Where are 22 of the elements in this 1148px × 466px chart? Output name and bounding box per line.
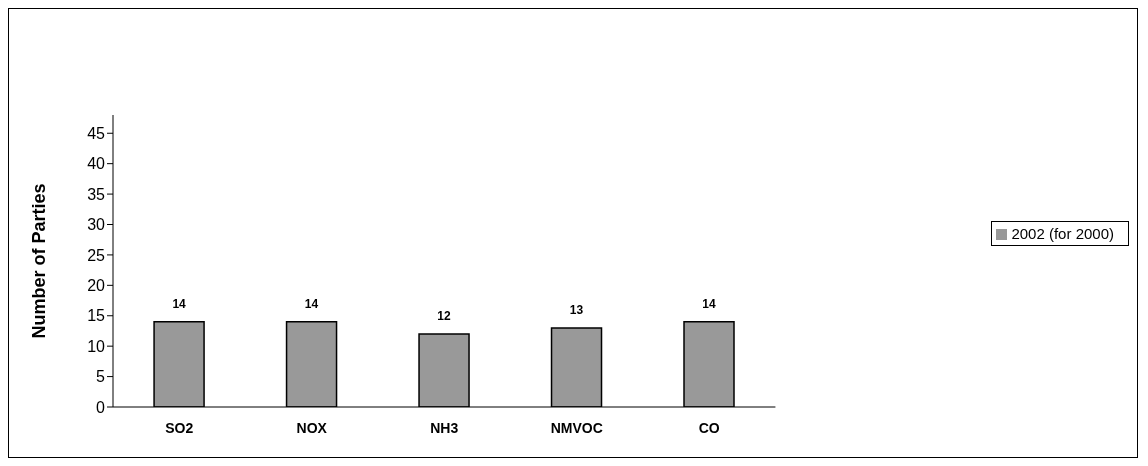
y-tick-label: 20 xyxy=(87,277,106,295)
y-tick-label: 25 xyxy=(87,246,106,264)
x-tick-label: NMVOC xyxy=(550,419,603,436)
y-tick-label: 30 xyxy=(87,216,106,234)
y-axis-title: Number of Parties xyxy=(29,183,50,339)
data-label: 14 xyxy=(304,296,319,311)
data-label: 13 xyxy=(569,302,584,317)
y-tick-label: 45 xyxy=(87,124,106,142)
data-label: 12 xyxy=(437,309,452,323)
y-tick-label: 35 xyxy=(87,185,106,203)
y-tick-label: 5 xyxy=(96,368,106,386)
data-label: 14 xyxy=(702,296,716,311)
x-tick-label: CO xyxy=(698,419,720,436)
x-tick-label: SO2 xyxy=(165,419,194,436)
y-tick-label: 10 xyxy=(87,337,106,355)
y-tick-label: 15 xyxy=(87,307,106,325)
data-label: 14 xyxy=(172,296,187,311)
x-tick-label: NH3 xyxy=(430,419,459,436)
y-tick-label: 40 xyxy=(87,155,106,173)
y-tick-label: 0 xyxy=(96,398,106,416)
legend-label: 2002 (for 2000) xyxy=(1011,224,1114,242)
x-tick-label: NOX xyxy=(296,419,328,436)
